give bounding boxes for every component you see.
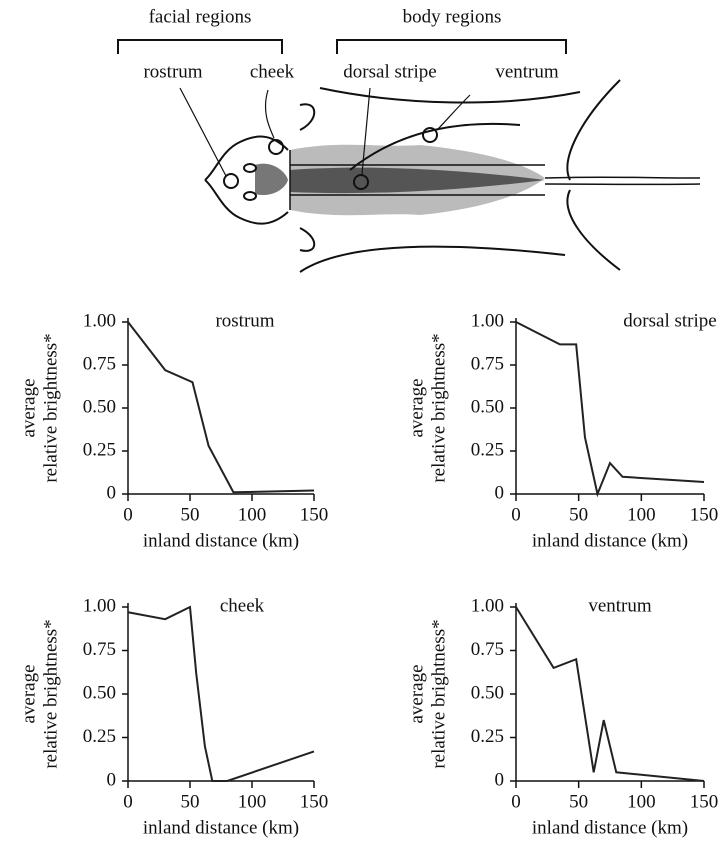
- x-axis-label: inland distance (km): [143, 817, 299, 838]
- y-axis-label: relative brightness*: [40, 619, 61, 768]
- data-line: [128, 322, 314, 492]
- eye: [244, 192, 256, 200]
- x-tick-label: 0: [123, 791, 133, 812]
- x-tick-label: 100: [627, 791, 656, 812]
- y-axis-label: relative brightness*: [428, 619, 449, 768]
- y-tick-label: 0: [107, 769, 117, 790]
- y-axis-label: relative brightness*: [428, 333, 449, 482]
- y-tick-label: 0.25: [471, 726, 504, 747]
- x-tick-label: 0: [123, 504, 133, 525]
- x-tick-label: 100: [238, 791, 267, 812]
- x-axis-label: inland distance (km): [532, 817, 688, 838]
- group-label: facial regions: [149, 6, 252, 27]
- x-tick-label: 150: [300, 504, 329, 525]
- y-tick-label: 1.00: [471, 310, 504, 331]
- region-label: rostrum: [143, 61, 202, 82]
- region-label: ventrum: [495, 61, 559, 82]
- y-axis-label: average: [406, 664, 427, 723]
- y-tick-label: 0.75: [83, 353, 116, 374]
- y-tick-label: 0.50: [83, 396, 116, 417]
- y-tick-label: 0: [495, 769, 505, 790]
- x-tick-label: 100: [627, 504, 656, 525]
- panel-title: dorsal stripe: [623, 310, 716, 331]
- region-label: dorsal stripe: [343, 61, 436, 82]
- panel-title: cheek: [220, 595, 265, 616]
- region-label: cheek: [250, 61, 295, 82]
- x-axis-label: inland distance (km): [532, 530, 688, 551]
- bracket: [337, 40, 566, 54]
- x-tick-label: 50: [181, 791, 200, 812]
- y-tick-label: 1.00: [471, 595, 504, 616]
- y-axis-label: average: [406, 378, 427, 437]
- y-tick-label: 0: [495, 482, 505, 503]
- y-tick-label: 0: [107, 482, 117, 503]
- panel-title: ventrum: [588, 595, 652, 616]
- y-tick-label: 0.25: [471, 439, 504, 460]
- x-tick-label: 50: [569, 791, 588, 812]
- bracket: [118, 40, 282, 54]
- y-axis-label: relative brightness*: [40, 333, 61, 482]
- y-tick-label: 0.75: [471, 639, 504, 660]
- eye: [244, 164, 256, 172]
- x-tick-label: 100: [238, 504, 267, 525]
- y-tick-label: 0.25: [83, 726, 116, 747]
- y-tick-label: 0.50: [471, 396, 504, 417]
- y-axis-label: average: [18, 664, 39, 723]
- data-line: [516, 322, 704, 494]
- data-line: [516, 607, 704, 781]
- region-marker: [224, 174, 238, 188]
- y-tick-label: 0.75: [471, 353, 504, 374]
- x-tick-label: 150: [690, 791, 719, 812]
- y-tick-label: 0.25: [83, 439, 116, 460]
- y-tick-label: 0.50: [83, 682, 116, 703]
- x-tick-label: 0: [511, 791, 521, 812]
- head-shade: [255, 164, 288, 195]
- y-tick-label: 0.50: [471, 682, 504, 703]
- figure: facial regions body regions rostrum chee…: [0, 0, 725, 854]
- y-tick-label: 1.00: [83, 310, 116, 331]
- x-tick-label: 150: [300, 791, 329, 812]
- x-tick-label: 0: [511, 504, 521, 525]
- y-axis-label: average: [18, 378, 39, 437]
- x-tick-label: 50: [569, 504, 588, 525]
- group-label: body regions: [403, 6, 502, 27]
- data-line: [128, 607, 314, 781]
- y-tick-label: 0.75: [83, 639, 116, 660]
- x-tick-label: 150: [690, 504, 719, 525]
- x-axis-label: inland distance (km): [143, 530, 299, 551]
- y-tick-label: 1.00: [83, 595, 116, 616]
- x-tick-label: 50: [181, 504, 200, 525]
- panel-title: rostrum: [215, 310, 274, 331]
- region-marker: [269, 140, 283, 154]
